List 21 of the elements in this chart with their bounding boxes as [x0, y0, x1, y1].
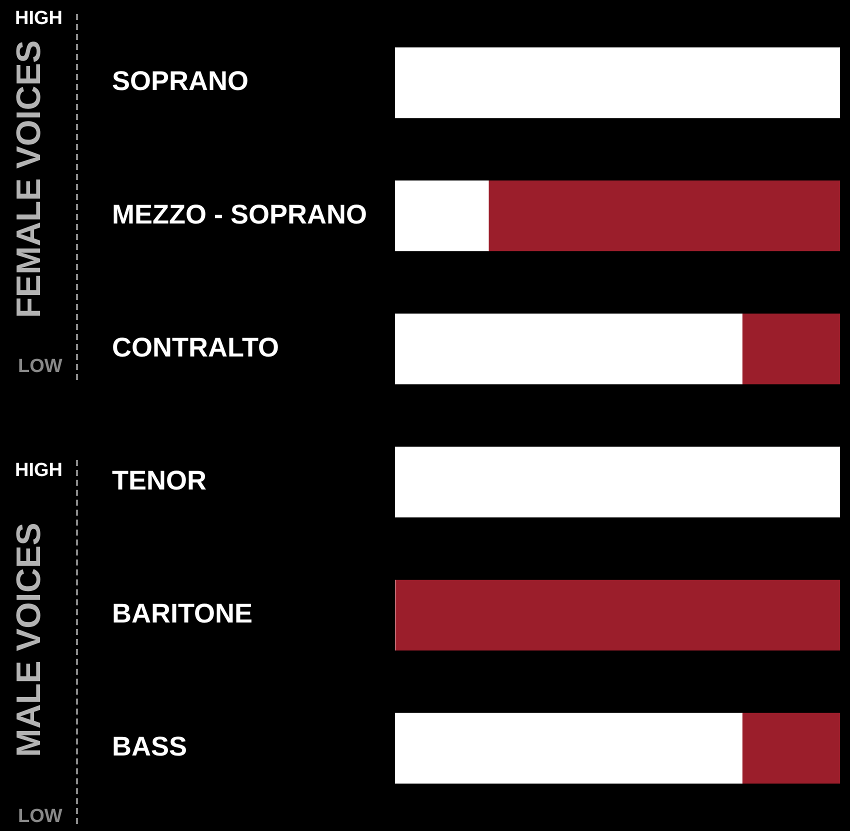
y-tick-label: BARITONE	[112, 598, 253, 629]
y-tick-label: MEZZO - SOPRANO	[112, 199, 367, 230]
y-tick-label: CONTRALTO	[112, 332, 279, 362]
y-tick-label: TENOR	[112, 466, 206, 496]
text: FEMALE VOICES	[10, 40, 49, 318]
y-tick-label: BASS	[112, 732, 188, 762]
bar	[395, 712, 742, 784]
bar	[742, 314, 840, 384]
bar	[395, 580, 840, 650]
bar	[742, 712, 840, 784]
bar	[488, 180, 840, 252]
bar	[395, 47, 840, 118]
bar	[395, 180, 489, 252]
text: MALE VOICES	[10, 522, 49, 757]
bar	[395, 446, 840, 518]
y-tick-label: SOPRANO	[112, 66, 249, 96]
bar	[395, 314, 742, 384]
text: HIGH	[15, 8, 62, 30]
text: LOW	[18, 356, 62, 378]
text: LOW	[18, 806, 62, 828]
text: HIGH	[15, 460, 62, 482]
